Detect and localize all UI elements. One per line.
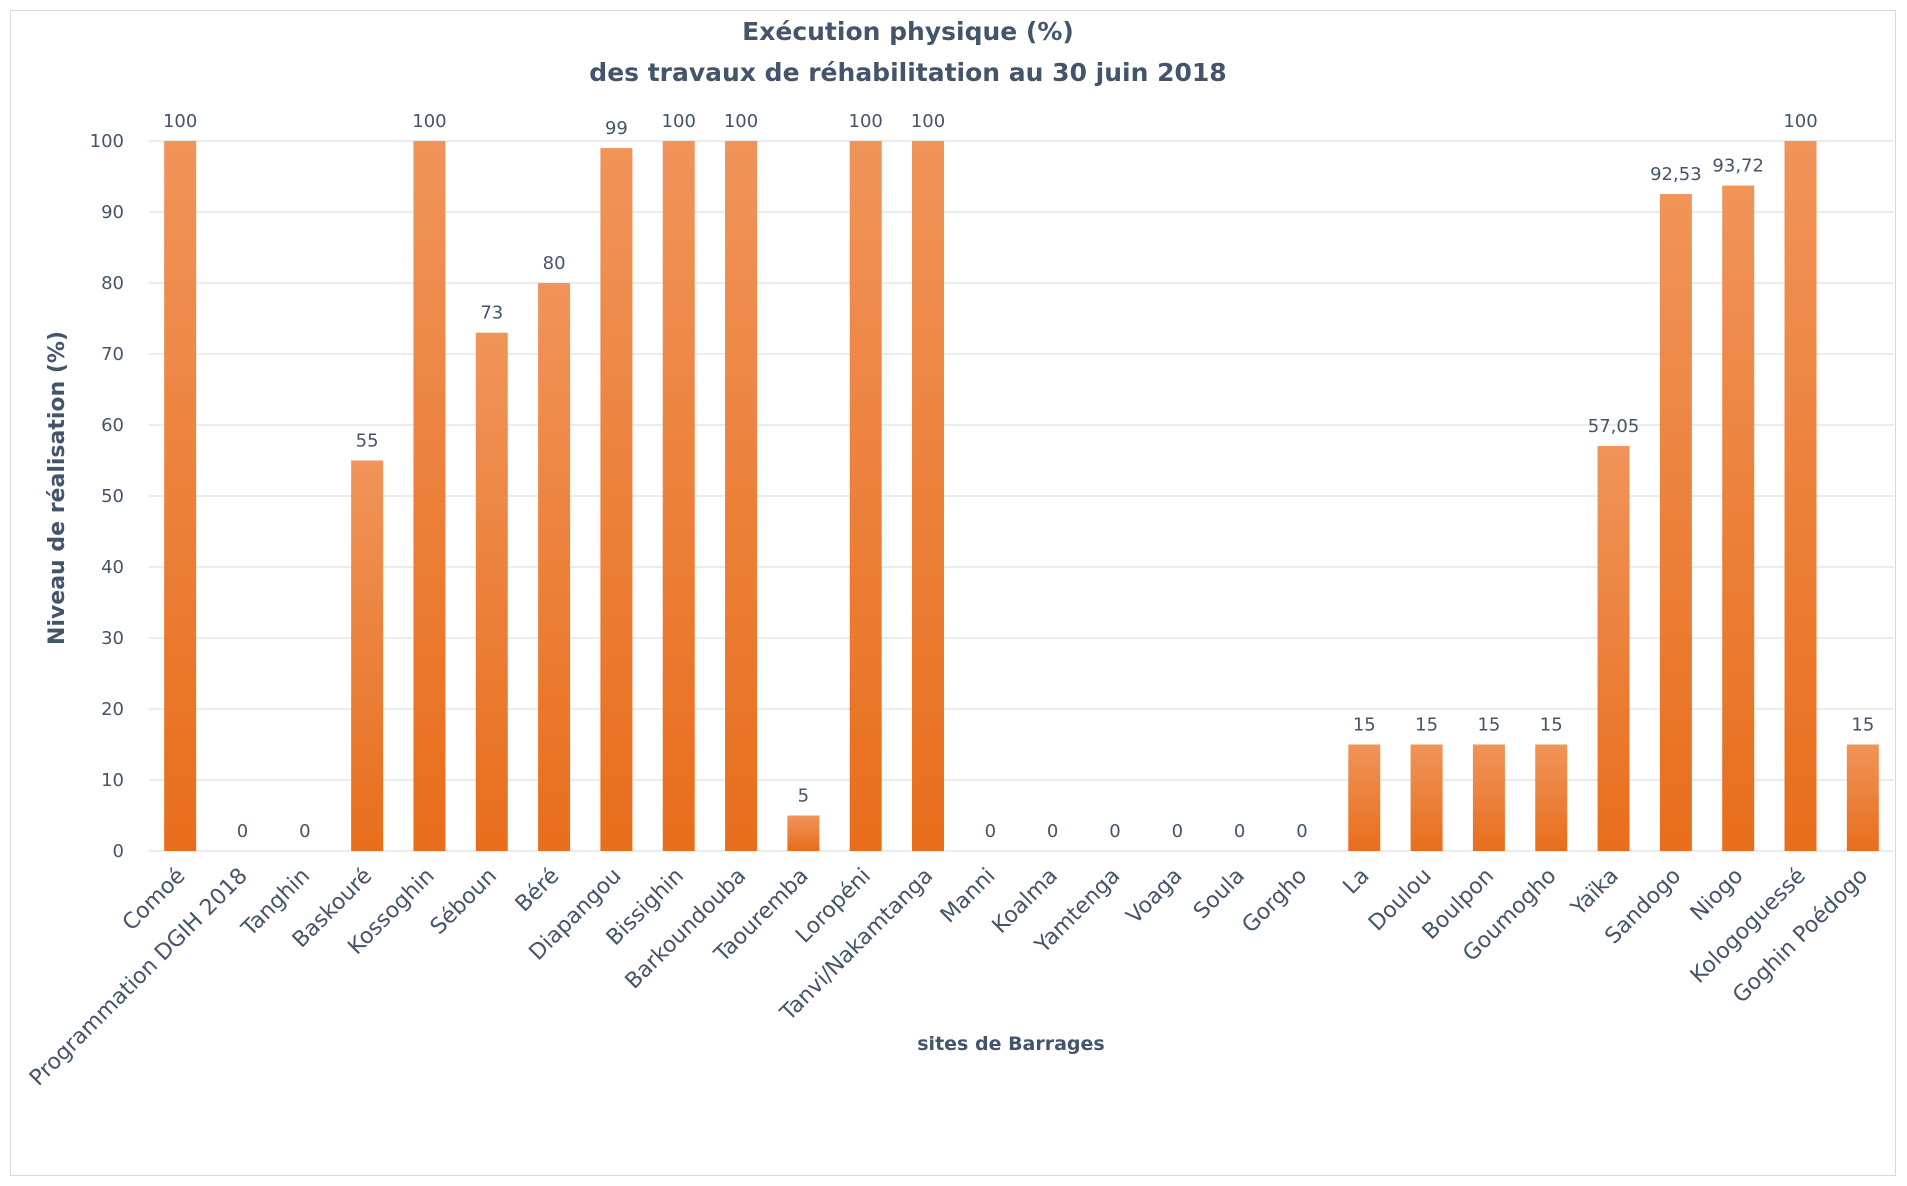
y-tick-label: 100 bbox=[90, 131, 124, 152]
bar bbox=[1659, 194, 1692, 852]
data-label: 100 bbox=[1783, 111, 1817, 132]
y-axis-title: Niveau de réalisation (%) bbox=[45, 331, 70, 645]
x-tick-label: Gorgho bbox=[1238, 864, 1313, 939]
data-label: 55 bbox=[356, 431, 379, 452]
bar bbox=[849, 141, 882, 851]
data-label: 0 bbox=[1047, 821, 1058, 842]
y-tick-label: 20 bbox=[101, 699, 124, 720]
bar bbox=[475, 332, 508, 851]
x-tick-label: Soula bbox=[1189, 864, 1250, 925]
y-tick-label: 80 bbox=[101, 273, 124, 294]
data-label: 73 bbox=[480, 303, 503, 324]
data-label: 100 bbox=[724, 111, 758, 132]
data-label: 15 bbox=[1540, 715, 1563, 736]
data-label: 100 bbox=[911, 111, 945, 132]
data-label: 0 bbox=[237, 821, 248, 842]
bar bbox=[164, 141, 197, 851]
data-label: 5 bbox=[798, 786, 809, 807]
y-tick-label: 90 bbox=[101, 202, 124, 223]
y-tick-label: 0 bbox=[113, 841, 124, 862]
data-labels: 100 0 0 55 100 73 80 99 100 100 5 100 100 0 0 0 0 0 0 15 15 1… bbox=[163, 111, 1874, 842]
data-label: 15 bbox=[1353, 715, 1376, 736]
bar bbox=[1784, 141, 1817, 851]
chart-title-line2: des travaux de réhabilitation au 30 juin… bbox=[589, 58, 1226, 87]
x-tick-label: Béré bbox=[511, 864, 565, 918]
data-label: 15 bbox=[1477, 715, 1500, 736]
data-label: 0 bbox=[299, 821, 310, 842]
bar bbox=[1722, 185, 1755, 851]
y-tick-label: 40 bbox=[101, 557, 124, 578]
data-label: 80 bbox=[543, 253, 566, 274]
bar bbox=[725, 141, 758, 851]
bars bbox=[164, 141, 1879, 852]
bar bbox=[1846, 744, 1879, 851]
bar bbox=[351, 460, 384, 851]
y-tick-label: 50 bbox=[101, 486, 124, 507]
bar bbox=[1472, 744, 1505, 851]
y-axis-ticks: 0 10 20 30 40 50 60 70 80 90 100 bbox=[90, 131, 124, 862]
bar bbox=[1410, 744, 1443, 851]
y-tick-label: 10 bbox=[101, 770, 124, 791]
bar bbox=[600, 148, 633, 852]
y-tick-label: 30 bbox=[101, 628, 124, 649]
bar bbox=[413, 141, 446, 851]
data-label: 100 bbox=[163, 111, 197, 132]
data-label: 15 bbox=[1851, 715, 1874, 736]
x-tick-label: Séboun bbox=[426, 864, 502, 940]
data-label: 99 bbox=[605, 118, 628, 139]
data-label: 0 bbox=[1296, 821, 1307, 842]
data-label: 15 bbox=[1415, 715, 1438, 736]
y-tick-label: 60 bbox=[101, 415, 124, 436]
bar bbox=[1597, 445, 1630, 851]
data-label: 0 bbox=[985, 821, 996, 842]
data-label: 57,05 bbox=[1588, 416, 1640, 437]
bar bbox=[912, 141, 945, 851]
bar bbox=[538, 283, 571, 851]
data-label: 100 bbox=[849, 111, 883, 132]
y-tick-label: 70 bbox=[101, 344, 124, 365]
chart-frame bbox=[10, 10, 1896, 1176]
data-label: 100 bbox=[412, 111, 446, 132]
data-label: 92,53 bbox=[1650, 164, 1702, 185]
x-tick-label: La bbox=[1339, 864, 1375, 900]
bar bbox=[662, 141, 695, 851]
data-label: 0 bbox=[1109, 821, 1120, 842]
bar bbox=[787, 815, 820, 851]
data-label: 93,72 bbox=[1712, 156, 1764, 177]
chart-title-line1: Exécution physique (%) bbox=[742, 17, 1074, 46]
data-label: 0 bbox=[1234, 821, 1245, 842]
x-tick-label: Yaïka bbox=[1566, 864, 1624, 922]
data-label: 100 bbox=[662, 111, 696, 132]
bar bbox=[1348, 744, 1381, 851]
bar bbox=[1535, 744, 1568, 851]
x-axis-title: sites de Barrages bbox=[917, 1033, 1104, 1055]
gridlines bbox=[149, 140, 1894, 852]
data-label: 0 bbox=[1172, 821, 1183, 842]
x-tick-label: Voaga bbox=[1122, 864, 1188, 930]
